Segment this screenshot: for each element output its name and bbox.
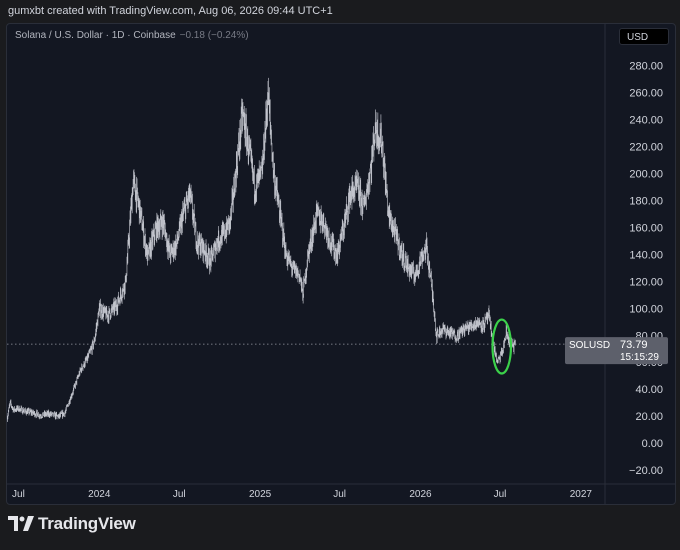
annotation-circle	[491, 318, 513, 375]
brand-name: TradingView	[38, 514, 136, 533]
y-tick-label: 280.00	[629, 61, 663, 73]
price-chart[interactable]: −20.000.0020.0040.0060.0080.00100.00120.…	[7, 24, 675, 504]
y-tick-label: 40.00	[635, 384, 663, 396]
y-tick-label: 100.00	[629, 303, 663, 315]
currency-button[interactable]: USD	[619, 28, 669, 45]
x-tick-label: Jul	[494, 489, 507, 500]
y-tick-label: 120.00	[629, 276, 663, 288]
price-tag-countdown: 15:15:29	[620, 352, 659, 363]
tradingview-logo-icon	[8, 516, 34, 531]
x-tick-label: 2024	[88, 489, 111, 500]
y-tick-label: 160.00	[629, 222, 663, 234]
y-tick-label: 260.00	[629, 88, 663, 100]
y-tick-label: 200.00	[629, 169, 663, 181]
y-tick-label: 0.00	[642, 438, 663, 450]
y-tick-label: 220.00	[629, 142, 663, 154]
x-tick-label: Jul	[12, 489, 25, 500]
price-tag-value: 73.79	[620, 339, 648, 351]
y-tick-label: 240.00	[629, 115, 663, 127]
price-change: −0.18 (−0.24%)	[179, 30, 249, 41]
x-tick-label: 2026	[409, 489, 432, 500]
x-tick-label: 2027	[570, 489, 593, 500]
y-tick-label: 20.00	[635, 411, 663, 423]
symbol-title: Solana / U.S. Dollar · 1D · Coinbase	[15, 30, 176, 41]
chart-panel[interactable]: −20.000.0020.0040.0060.0080.00100.00120.…	[6, 23, 676, 505]
y-tick-label: 140.00	[629, 249, 663, 261]
symbol-legend[interactable]: Solana / U.S. Dollar · 1D · Coinbase −0.1…	[15, 30, 249, 41]
y-tick-label: −20.00	[629, 465, 663, 477]
creator-text: gumxbt created with TradingView.com, Aug…	[8, 5, 333, 17]
x-tick-label: Jul	[173, 489, 186, 500]
x-tick-label: Jul	[333, 489, 346, 500]
y-tick-label: 180.00	[629, 195, 663, 207]
price-tag-symbol: SOLUSD	[569, 340, 610, 351]
price-tag	[565, 337, 668, 365]
attribution-bar: gumxbt created with TradingView.com, Aug…	[0, 0, 680, 22]
x-tick-label: 2025	[249, 489, 272, 500]
